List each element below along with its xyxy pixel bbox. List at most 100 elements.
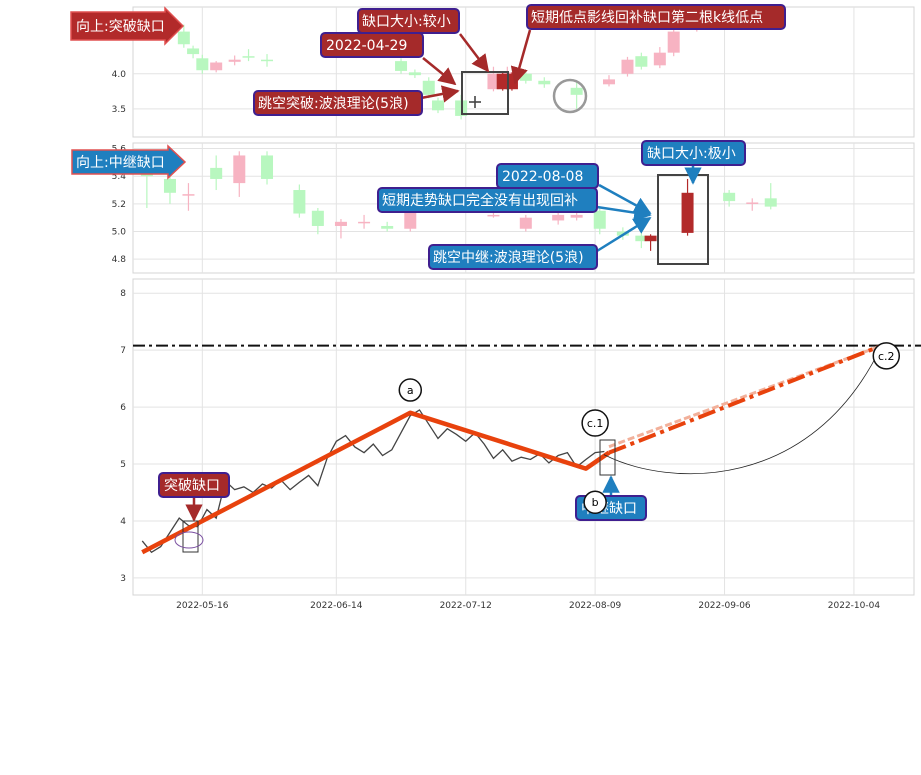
middle-flag-label: 向上:中继缺口 bbox=[76, 155, 165, 171]
candle bbox=[570, 87, 583, 95]
candle bbox=[210, 62, 223, 71]
candle bbox=[621, 59, 634, 74]
x-tick-label: 2022-09-06 bbox=[698, 601, 751, 611]
date-mid-note: 2022-08-08 bbox=[502, 169, 583, 185]
gap-candle bbox=[681, 192, 694, 233]
theory-mid-arrow bbox=[596, 216, 652, 253]
wave-label: c.1 bbox=[587, 417, 604, 430]
y-tick-label: 4 bbox=[120, 517, 126, 527]
gap-size-arrow bbox=[459, 33, 490, 73]
candle bbox=[334, 221, 347, 226]
projection-line bbox=[608, 343, 883, 455]
candle bbox=[635, 56, 648, 67]
y-tick-label: 4.8 bbox=[112, 255, 127, 265]
gap-candle bbox=[496, 73, 509, 90]
nofill-mid-note: 短期走势缺口完全没有出现回补 bbox=[382, 192, 578, 209]
y-tick-label: 8 bbox=[120, 289, 126, 299]
top-annotations: 向上:突破缺口 缺口大小:较小 2022-04-29 短期低点影线回补缺口第二根… bbox=[70, 4, 786, 116]
gap-candle bbox=[644, 235, 657, 242]
breakaway-gap-label: 突破缺口 bbox=[164, 478, 220, 494]
y-tick-label: 6 bbox=[120, 403, 126, 413]
y-tick-label: 4.0 bbox=[112, 70, 127, 80]
runaway-gap-box bbox=[599, 439, 616, 476]
wave-label-circle bbox=[583, 490, 607, 514]
candle bbox=[261, 59, 274, 62]
candle bbox=[210, 167, 223, 179]
wave-label-circle bbox=[872, 342, 901, 370]
candle bbox=[233, 155, 246, 184]
wave-label: c.2 bbox=[878, 350, 895, 363]
candle bbox=[404, 212, 417, 229]
fill-note-arrow bbox=[510, 29, 532, 85]
candle bbox=[487, 214, 500, 217]
fill-note: 短期低点影线回补缺口第二根k线低点 bbox=[531, 9, 763, 26]
candle bbox=[552, 214, 565, 221]
candle bbox=[593, 210, 606, 229]
wave-label: b bbox=[592, 496, 599, 509]
candle bbox=[432, 100, 445, 111]
candle bbox=[570, 214, 583, 218]
candle bbox=[635, 235, 648, 242]
x-tick-label: 2022-05-16 bbox=[176, 601, 229, 611]
x-tick-label: 2022-10-04 bbox=[828, 601, 881, 611]
candle bbox=[723, 192, 736, 202]
y-tick-label: 3 bbox=[120, 574, 126, 584]
middle-flag-arrow bbox=[71, 144, 187, 180]
theory-note-box bbox=[253, 90, 423, 116]
middle-annotations: 向上:中继缺口 缺口大小:极小 2022-08-08 短期走势缺口完全没有出现回… bbox=[71, 140, 746, 270]
gap-size-mid-note: 缺口大小:极小 bbox=[647, 146, 736, 162]
x-tick-label: 2022-06-14 bbox=[310, 601, 363, 611]
wave-label-circle bbox=[398, 378, 423, 402]
y-tick-label: 7 bbox=[120, 346, 126, 356]
breakaway-gap-ellipse bbox=[174, 531, 204, 549]
date-note-arrow bbox=[422, 57, 457, 86]
price-line bbox=[141, 409, 605, 554]
date-note: 2022-04-29 bbox=[326, 38, 407, 54]
candle bbox=[519, 73, 532, 81]
top-flag-arrow bbox=[70, 6, 185, 46]
wave-line bbox=[141, 410, 611, 555]
candle bbox=[519, 217, 532, 229]
bottom-panel-frame bbox=[132, 278, 915, 596]
nofill-mid-arrow bbox=[596, 203, 652, 222]
candle bbox=[196, 58, 209, 71]
top-panel-frame bbox=[132, 6, 915, 138]
gap-box-mid bbox=[657, 174, 709, 265]
y-tick-label: 5 bbox=[120, 460, 126, 470]
candle bbox=[395, 61, 408, 71]
candle bbox=[177, 31, 190, 45]
y-tick-label: 5.2 bbox=[112, 200, 126, 210]
candle bbox=[653, 52, 666, 66]
fill-note-box bbox=[526, 4, 786, 30]
candle bbox=[381, 225, 394, 229]
date-note-box bbox=[320, 32, 424, 58]
candle bbox=[311, 210, 324, 226]
gap-size-mid-box bbox=[641, 140, 746, 166]
candle bbox=[163, 178, 176, 193]
candle bbox=[408, 72, 421, 76]
x-tick-label: 2022-07-12 bbox=[440, 601, 492, 611]
candle bbox=[487, 73, 500, 90]
theory-mid-note: 跳空中继:波浪理论(5浪) bbox=[433, 250, 584, 266]
candle bbox=[602, 79, 615, 85]
breakaway-gap-box-label bbox=[158, 472, 230, 498]
gap-fill-circle-marker bbox=[552, 78, 588, 114]
candle bbox=[182, 194, 195, 196]
projection-curve bbox=[603, 345, 883, 475]
theory-note: 跳空突破:波浪理论(5浪) bbox=[258, 96, 409, 112]
wave-label: a bbox=[407, 384, 414, 397]
y-tick-label: 5.0 bbox=[112, 228, 127, 238]
candle bbox=[422, 80, 435, 95]
candle bbox=[187, 48, 200, 55]
candle bbox=[764, 198, 777, 207]
projection-light-line bbox=[608, 344, 883, 449]
theory-note-arrow bbox=[420, 85, 460, 103]
candle bbox=[667, 31, 680, 53]
top-flag-label: 向上:突破缺口 bbox=[76, 19, 165, 35]
candle bbox=[228, 59, 241, 62]
candle bbox=[293, 190, 306, 214]
y-tick-label: 3.5 bbox=[112, 105, 126, 115]
wave-label-circle bbox=[581, 409, 609, 437]
candle bbox=[358, 221, 371, 224]
